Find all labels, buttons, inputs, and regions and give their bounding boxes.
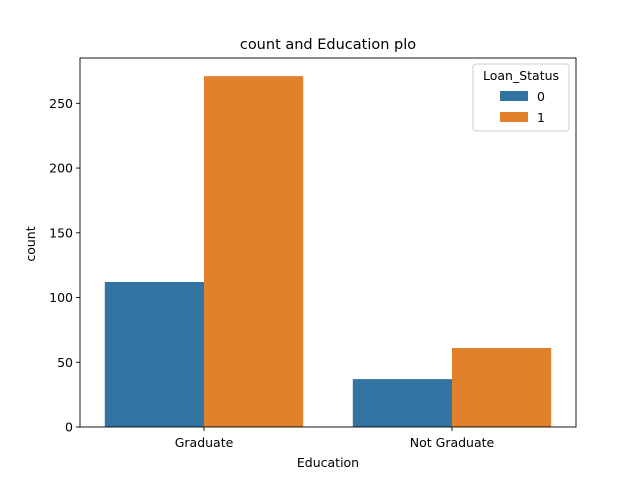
legend-swatch-1	[500, 112, 528, 122]
legend-swatch-0	[500, 91, 528, 101]
y-tick-label: 0	[65, 420, 73, 435]
bar-not-graduate-series-0	[352, 379, 452, 427]
bars-group	[104, 76, 552, 427]
bar-graduate-series-0	[104, 281, 204, 427]
y-tick-label: 250	[49, 96, 73, 111]
y-tick-label: 200	[49, 161, 73, 176]
y-tick-label: 100	[49, 290, 73, 305]
y-ticks-group: 0 50 100 150 200 250	[49, 96, 80, 435]
bar-not-graduate-series-1	[452, 348, 552, 427]
y-tick-label: 50	[57, 355, 73, 370]
legend-title: Loan_Status	[483, 68, 559, 83]
x-tick-label: Not Graduate	[410, 435, 495, 450]
x-tick-label: Graduate	[175, 435, 234, 450]
plot-frame	[79, 57, 577, 428]
legend-label-1: 1	[537, 110, 545, 125]
y-tick-label: 150	[49, 225, 73, 240]
legend: Loan_Status 0 1	[472, 63, 570, 132]
bar-graduate-series-1	[204, 76, 304, 427]
x-ticks-group: Graduate Not Graduate	[175, 427, 495, 450]
legend-label-0: 0	[537, 89, 545, 104]
chart-title: count and Education plo	[240, 37, 416, 53]
x-axis-label: Education	[297, 455, 359, 470]
y-axis-label: count	[23, 226, 38, 261]
